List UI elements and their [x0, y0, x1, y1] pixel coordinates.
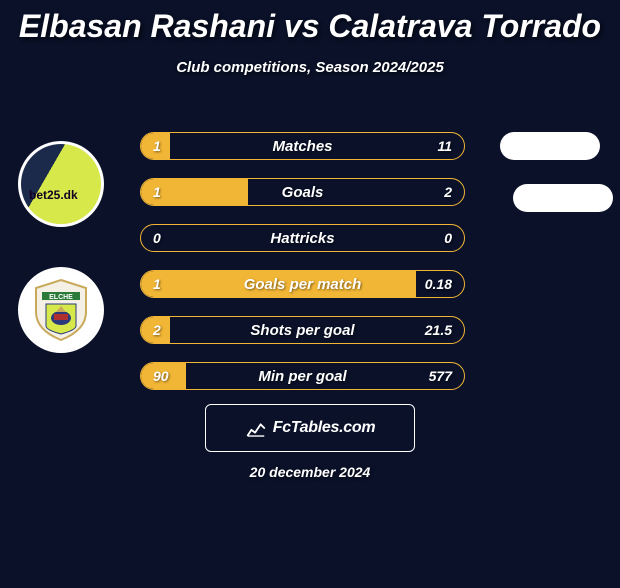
stat-row: 1Goals2: [140, 178, 465, 206]
stat-right-value: 577: [429, 368, 452, 384]
decorative-pill-1: [500, 132, 600, 160]
shield-icon: ELCHE: [32, 278, 90, 342]
stat-row: 1Matches11: [140, 132, 465, 160]
player2-avatar: ELCHE: [18, 267, 104, 353]
subtitle: Club competitions, Season 2024/2025: [0, 59, 620, 76]
date-label: 20 december 2024: [250, 464, 371, 480]
decorative-pill-2: [513, 184, 613, 212]
stats-container: 1Matches11 1Goals2 0Hattricks0 1Goals per m…: [140, 132, 465, 408]
stat-label: Min per goal: [141, 368, 464, 385]
chart-icon: [245, 417, 267, 439]
stat-label: Matches: [141, 138, 464, 155]
player1-jersey: [21, 144, 101, 224]
stat-right-value: 21.5: [425, 322, 452, 338]
stat-row: 1Goals per match0.18: [140, 270, 465, 298]
stat-row: 0Hattricks0: [140, 224, 465, 252]
stat-right-value: 2: [444, 184, 452, 200]
brand-box[interactable]: FcTables.com: [205, 404, 415, 452]
player2-club-badge: ELCHE: [21, 270, 101, 350]
stat-label: Shots per goal: [141, 322, 464, 339]
stat-row: 2Shots per goal21.5: [140, 316, 465, 344]
stat-label: Goals: [141, 184, 464, 201]
svg-text:ELCHE: ELCHE: [49, 294, 73, 301]
stat-right-value: 0.18: [425, 276, 452, 292]
stat-row: 90Min per goal577: [140, 362, 465, 390]
page-title: Elbasan Rashani vs Calatrava Torrado: [0, 8, 620, 45]
stat-label: Goals per match: [141, 276, 464, 293]
stat-right-value: 11: [437, 138, 452, 154]
player1-avatar: [18, 141, 104, 227]
brand-label: FcTables.com: [273, 419, 376, 437]
stat-right-value: 0: [444, 230, 452, 246]
stat-label: Hattricks: [141, 230, 464, 247]
